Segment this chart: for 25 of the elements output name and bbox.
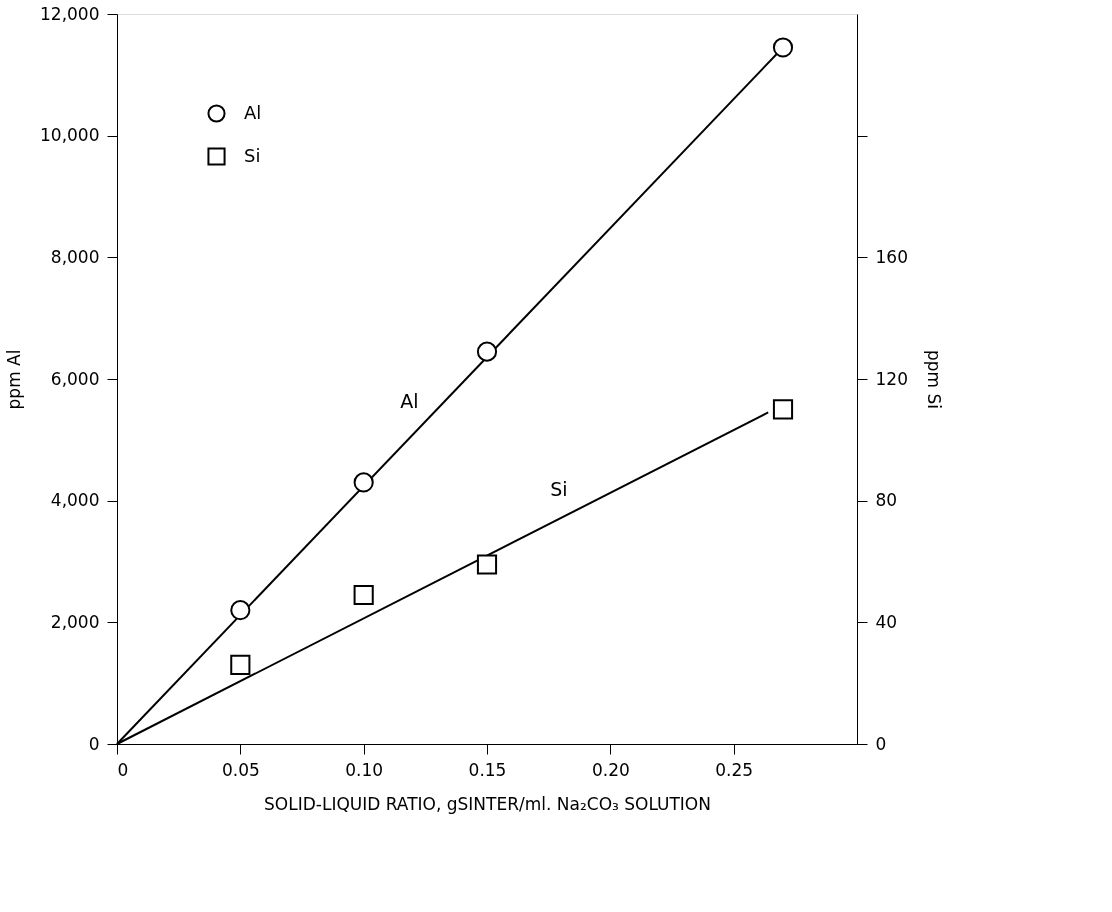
y2-tick-label: 40 (875, 611, 898, 632)
y2-tick-label: 0 (875, 733, 887, 754)
legend-label: Si (244, 144, 261, 166)
y-tick-label: 4,000 (50, 490, 100, 511)
y-tick-label: 0 (88, 733, 100, 754)
y-tick-label: 8,000 (50, 246, 100, 267)
y2-tick-label: 80 (875, 490, 898, 511)
y-tick-label: 10,000 (40, 125, 100, 146)
legend-label: Al (244, 101, 262, 123)
annotation: Si (550, 477, 568, 500)
y-tick-label: 6,000 (50, 368, 100, 389)
x-tick-label: 0.20 (591, 759, 630, 780)
x-tick-label: 0.25 (715, 759, 754, 780)
x-tick-label: 0.10 (345, 759, 384, 780)
y-axis-title: ppm Al (4, 349, 25, 410)
y2-tick-label: 160 (875, 246, 908, 267)
y-tick-label: 2,000 (50, 611, 100, 632)
y-tick-label: 12,000 (40, 3, 100, 24)
x-axis-title: SOLID-LIQUID RATIO, gSINTER/ml. Na₂CO₃ SOLUTION (264, 793, 711, 814)
annotation: Al (400, 389, 419, 412)
y2-axis-title: ppm Si (923, 349, 944, 410)
x-tick-label: 0 (117, 759, 129, 780)
x-tick-label: 0.15 (468, 759, 507, 780)
x-tick-label: 0.05 (221, 759, 260, 780)
y2-tick-label: 120 (875, 368, 908, 389)
